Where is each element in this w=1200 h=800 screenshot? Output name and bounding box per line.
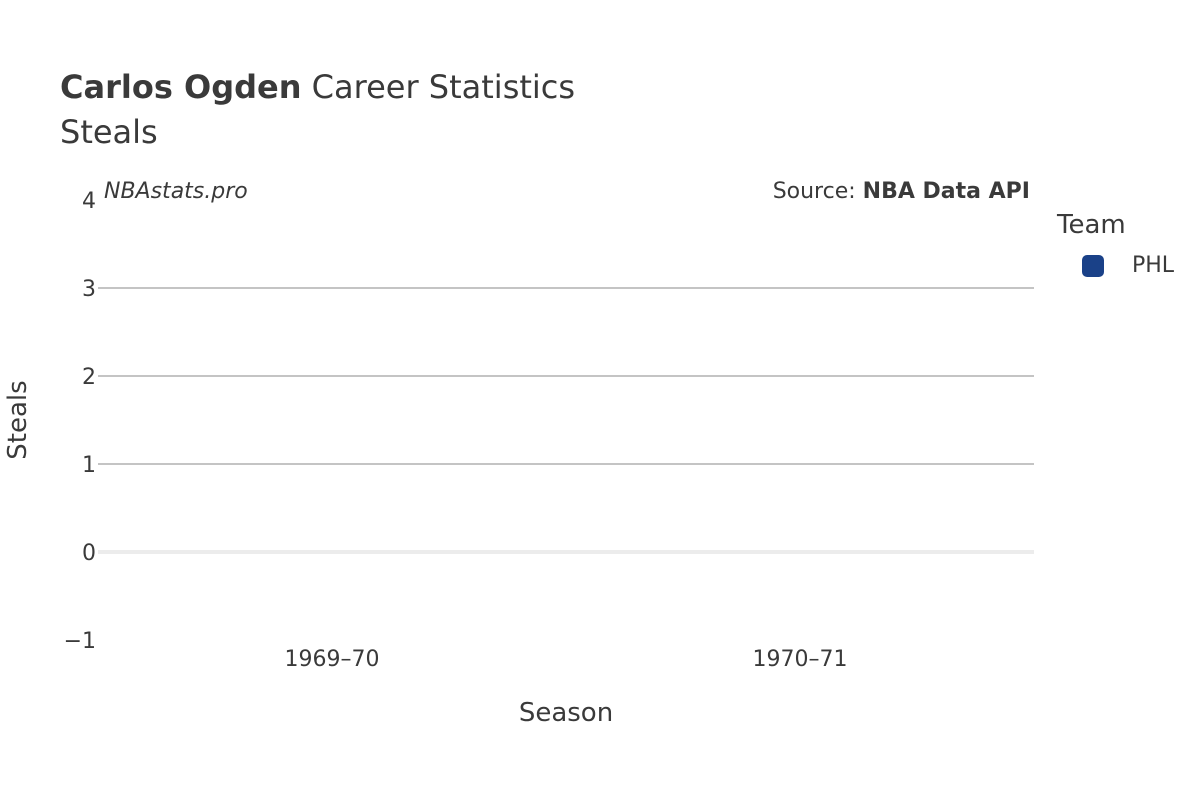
player-name: Carlos Ogden — [60, 68, 302, 106]
watermark: NBAstats.pro — [104, 179, 248, 204]
y-axis-ticks: −1 0 1 2 3 4 — [64, 189, 96, 654]
x-axis-ticks: 1969–70 1970–71 — [285, 647, 848, 672]
x-tick-label: 1970–71 — [753, 647, 848, 672]
y-tick-label: 4 — [82, 189, 96, 214]
y-tick-label: 0 — [82, 541, 96, 566]
chart-subtitle: Steals — [60, 113, 158, 151]
y-tick-label: 1 — [82, 453, 96, 478]
source-name: NBA Data API — [862, 179, 1030, 204]
legend-swatch — [1082, 254, 1104, 277]
x-tick-label: 1969–70 — [285, 647, 380, 672]
y-tick-label: 3 — [82, 277, 96, 302]
gridlines — [98, 287, 1034, 554]
x-axis-label: Season — [519, 698, 613, 728]
legend-item-phl[interactable]: PHL — [1082, 253, 1174, 278]
source-prefix: Source: — [772, 179, 863, 204]
legend-label: PHL — [1132, 253, 1175, 278]
y-tick-label: 2 — [82, 365, 96, 390]
y-axis-label: Steals — [3, 380, 33, 459]
chart-title: Carlos Ogden Career Statistics — [60, 68, 575, 106]
source-credit: Source: NBA Data API — [773, 179, 1030, 204]
title-suffix: Career Statistics — [301, 68, 576, 106]
y-tick-label: −1 — [64, 629, 96, 654]
legend-title: Team — [1057, 210, 1126, 240]
